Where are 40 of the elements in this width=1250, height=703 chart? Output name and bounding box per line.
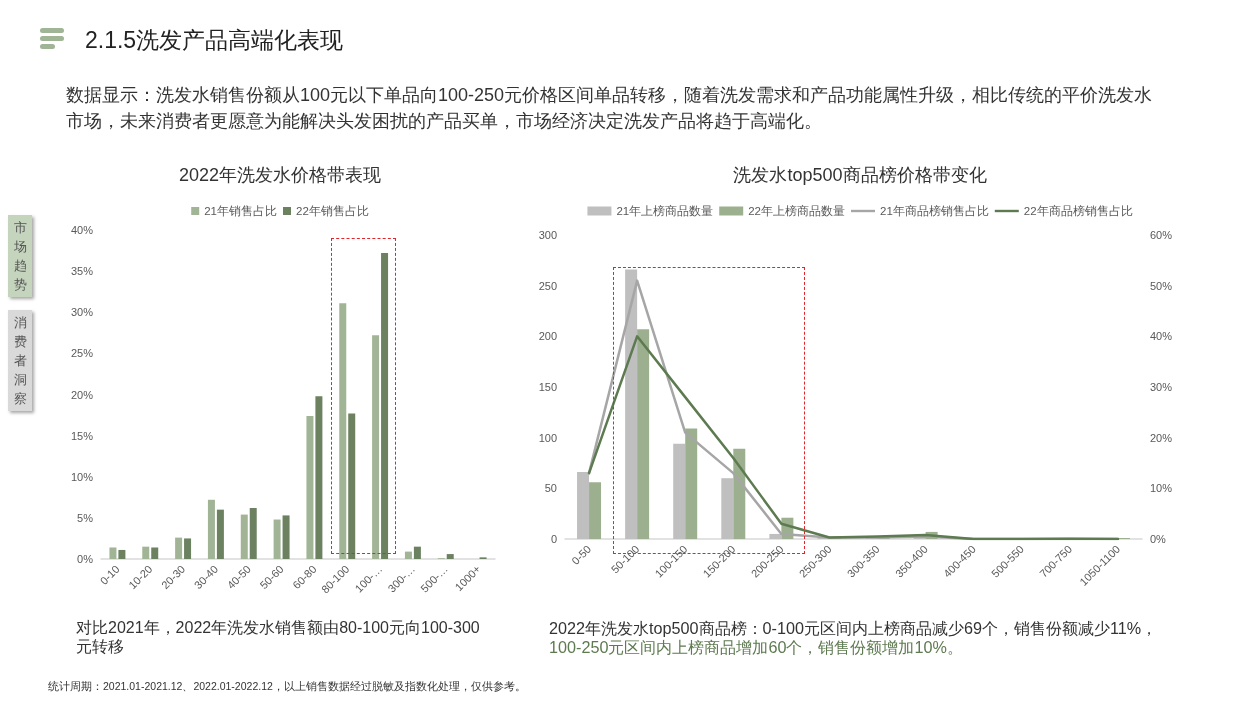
y-tick-label: 200 <box>538 330 557 343</box>
legend-label: 22年销售占比 <box>296 205 369 217</box>
legend-label: 21年商品榜销售占比 <box>880 204 989 217</box>
legend-label: 21年上榜商品数量 <box>616 204 714 217</box>
y-tick-label: 250 <box>538 279 557 292</box>
text: 统计周期：2021.01-2021.12、2022.01-2022.12，以上销售数据经过脱敏及指数化处理，仅供参考。 <box>48 679 526 693</box>
text: 2022年洗发水top500商品榜：0-100元区间内上榜商品减少69个，销售份额减少11%， <box>549 619 1159 638</box>
text: 对比2021年，2022年洗发水销售额由80-100元向100-300元转移 <box>76 618 481 656</box>
y-tick-label: 15% <box>70 429 94 442</box>
y-tick-label: 50 <box>544 482 557 495</box>
y2-tick-label: 50% <box>1150 279 1173 292</box>
chart-title: 洗发水top500商品榜价格带变化 <box>733 165 987 185</box>
y2-tick-label: 20% <box>1150 431 1173 444</box>
text: 2.1.5洗发产品高端化表现 <box>85 26 344 55</box>
y-tick-label: 150 <box>538 381 557 393</box>
y-tick-label: 10% <box>70 470 94 483</box>
y-tick-label: 20% <box>70 388 94 401</box>
y-tick-label: 35% <box>70 265 94 278</box>
y-tick-label: 5% <box>77 511 94 524</box>
y-tick-label: 300 <box>538 229 557 241</box>
y-tick-label: 40% <box>70 224 94 236</box>
text: 消费者洞察 <box>13 314 27 408</box>
y2-tick-label: 10% <box>1150 482 1173 495</box>
legend-label: 22年上榜商品数量 <box>748 204 846 217</box>
y-tick-label: 25% <box>70 347 94 360</box>
y-tick-label: 0 <box>550 533 557 545</box>
text: 市场趋势 <box>13 219 27 294</box>
text: 100-250元区间内上榜商品增加60个，销售份额增加10%。 <box>549 638 964 657</box>
legend-label: 22年商品榜销售占比 <box>1023 204 1133 217</box>
y-tick-label: 0% <box>77 553 94 565</box>
y2-tick-label: 0% <box>1150 533 1167 545</box>
chart-title: 2022年洗发水价格带表现 <box>178 165 382 185</box>
legend-label: 21年销售占比 <box>204 205 278 217</box>
x-tick-label: 0-50 <box>569 542 594 567</box>
y-tick-label: 30% <box>70 306 94 319</box>
y2-tick-label: 30% <box>1150 381 1173 393</box>
y-tick-label: 100 <box>538 431 557 444</box>
text: 数据显示：洗发水销售份额从100元以下单品向100-250元价格区间单品转移，随着洗发需求和产品功能属性升级，相比传统的平价洗发水市场，未来消费者更愿意为能解决头发困扰的产品买单，市场经济决定洗发产品将趋于高端化。 <box>66 84 1154 133</box>
y2-tick-label: 40% <box>1150 330 1173 343</box>
y2-tick-label: 60% <box>1150 229 1173 241</box>
